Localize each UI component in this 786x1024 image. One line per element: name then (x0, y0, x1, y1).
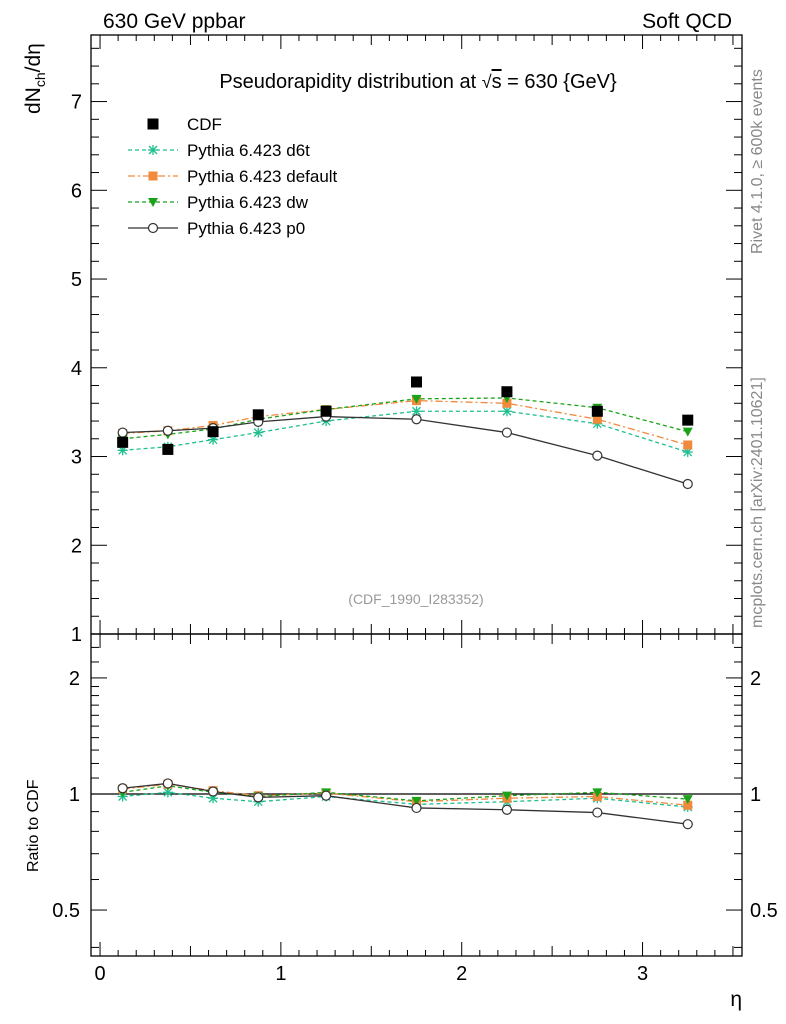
legend-label: Pythia 6.423 default (187, 167, 338, 186)
chart-title-s: s (492, 71, 502, 93)
series-3-point (411, 414, 422, 425)
chart-title-prefix: Pseudorapidity distribution at (219, 71, 481, 93)
y-tick-label: 5 (71, 269, 82, 291)
series-3-ratio-point (501, 804, 513, 815)
y-axis-label-tail: /dη (22, 43, 45, 72)
cdf-data-point (411, 376, 422, 388)
cdf-data-point (591, 405, 603, 417)
series-2-ratio-point (592, 788, 603, 798)
series-2-point (682, 427, 693, 437)
legend-marker (148, 145, 158, 155)
series-2-point (411, 394, 422, 404)
x-tick-label: 0 (94, 963, 105, 985)
ratio-y-tick-label-left: 1 (69, 784, 80, 806)
series-3-ratio-point (411, 802, 422, 814)
x-axis-label: η (730, 988, 742, 1011)
series-1-point (592, 414, 602, 424)
mcplots-label: mcplots.cern.ch [arXiv:2401.10621] (749, 377, 766, 628)
star-stroke (253, 428, 263, 438)
series-2-ratio-line (122, 785, 688, 802)
main-series-group (117, 376, 694, 490)
series-3-ratio-point (253, 792, 264, 803)
y-axis-label: dNch/dη (22, 43, 48, 114)
star-stroke (163, 787, 173, 797)
ratio-y-tick-label-right: 2 (750, 668, 761, 690)
legend-marker (147, 222, 159, 234)
series-3-ratio-point (117, 783, 128, 794)
legend-marker (147, 118, 159, 130)
series-3-point (501, 427, 513, 438)
y-tick-label: 4 (71, 358, 82, 380)
series-3-point (117, 427, 128, 438)
series-2-ratio-point (501, 791, 512, 801)
legend-marker (148, 198, 158, 207)
legend: CDF Pythia 6.423 d6t Pythia 6.423 default P… (128, 115, 338, 238)
y-tick-label: 7 (71, 92, 82, 114)
series-1-ratio-point (683, 800, 693, 810)
header-right: Soft QCD (642, 10, 732, 33)
ratio-ticks: 0 1 2 3 0.5 1 2 0.5 1 2 (52, 633, 778, 985)
ratio-y-tick-label-left: 2 (69, 668, 80, 690)
cdf-data-point (162, 443, 174, 455)
legend-label: Pythia 6.423 dw (187, 193, 309, 212)
legend-marker (148, 171, 158, 181)
y-axis-label-main: dN (22, 87, 45, 114)
ratio-y-tick-label-right: 0.5 (750, 900, 778, 922)
series-1-point (683, 440, 693, 450)
series-3-ratio-point (162, 778, 173, 789)
x-tick-label: 1 (275, 963, 286, 985)
series-0-line (122, 410, 688, 453)
series-3-ratio-point (592, 807, 603, 818)
chart-title: Pseudorapidity distribution at √s = 630 … (219, 71, 617, 93)
y-tick-label: 6 (71, 180, 82, 202)
star-stroke (502, 406, 512, 416)
y-tick-label: 1 (71, 624, 82, 646)
chart-title-sqrt: √ (482, 72, 492, 92)
analysis-watermark: (CDF_1990_I283352) (348, 591, 483, 607)
series-3-ratio-point (682, 819, 693, 830)
series-3-ratio-point (207, 786, 219, 797)
y-axis-label-sub: ch (32, 72, 48, 87)
legend-label: Pythia 6.423 p0 (187, 219, 305, 238)
header-left: 630 GeV ppbar (103, 10, 245, 33)
cdf-data-point (117, 436, 129, 448)
series-2-ratio-point (682, 795, 693, 805)
ratio-series-group (117, 778, 693, 830)
series-1-point (502, 398, 512, 408)
cdf-data-point (682, 414, 694, 426)
series-0-point (253, 427, 264, 438)
y-tick-label: 2 (71, 535, 82, 557)
cdf-data-point (320, 405, 332, 417)
legend-label: CDF (187, 115, 222, 134)
ratio-y-tick-label-left: 0.5 (52, 900, 80, 922)
series-3-ratio-point (320, 790, 332, 801)
series-3-point (162, 425, 173, 436)
series-3-point (592, 450, 603, 461)
chart-title-suffix: = 630 {GeV} (502, 71, 617, 93)
x-tick-label: 3 (637, 963, 648, 985)
series-1-line (122, 399, 688, 446)
x-tick-label: 2 (456, 963, 467, 985)
ratio-plot-frame (90, 633, 743, 957)
series-2-ratio-point (411, 796, 422, 806)
series-3-point (682, 478, 693, 490)
series-1-ratio-line (122, 783, 688, 806)
legend-label: Pythia 6.423 d6t (187, 141, 310, 160)
cdf-data-point (501, 386, 513, 398)
star-stroke (412, 406, 421, 416)
ratio-y-tick-label-right: 1 (750, 784, 761, 806)
y-tick-label: 3 (71, 447, 82, 469)
rivet-label: Rivet 4.1.0, ≥ 600k events (749, 69, 766, 254)
ratio-y-axis-label: Ratio to CDF (25, 779, 42, 872)
main-ticks: 1 2 3 4 5 6 7 (71, 35, 742, 646)
star-stroke (148, 145, 158, 155)
series-0-point (411, 406, 422, 417)
cdf-data-point (207, 426, 219, 438)
cdf-data-point (252, 409, 264, 421)
series-0-point (501, 406, 512, 417)
